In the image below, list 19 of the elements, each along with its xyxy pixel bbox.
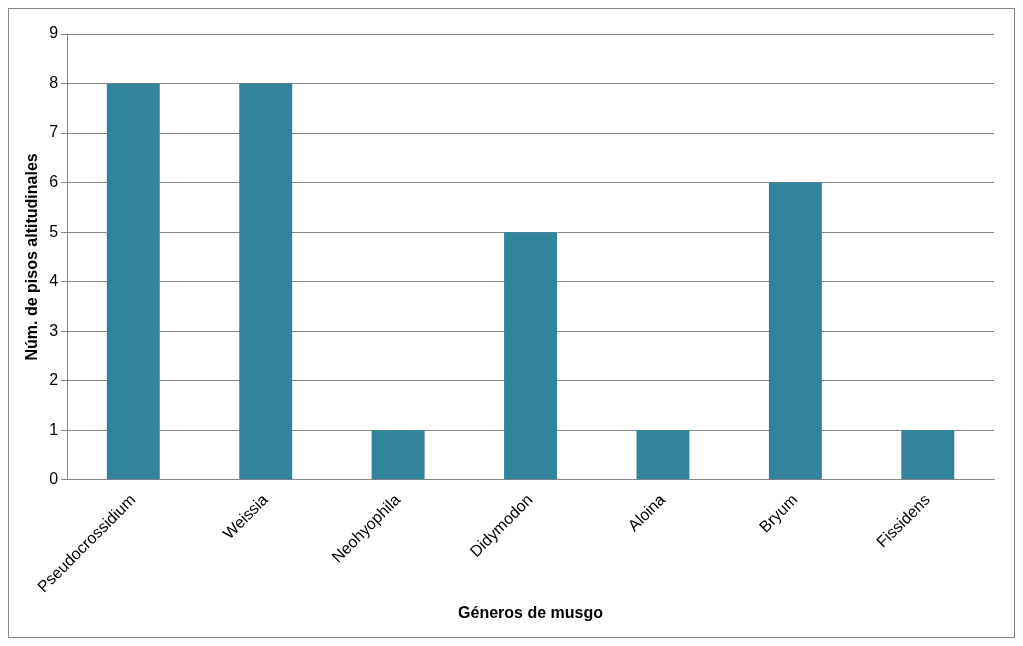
bar [768, 182, 822, 480]
y-tick-label: 2 [49, 371, 59, 389]
y-tick-label: 8 [49, 73, 59, 91]
x-axis-title: Géneros de musgo [458, 603, 604, 621]
y-tick-label: 7 [49, 123, 59, 141]
y-tick-label: 6 [49, 173, 59, 190]
y-axis-title: Núm. de pisos altitudinales [23, 153, 41, 361]
y-tick-label: 1 [49, 420, 59, 438]
y-tick-label: 0 [49, 470, 59, 488]
bar [371, 430, 425, 480]
bar [504, 232, 558, 480]
bar [239, 83, 293, 480]
y-tick-label: 9 [49, 24, 59, 42]
y-tick-label: 5 [49, 222, 59, 240]
bar [106, 83, 160, 480]
y-tick-label: 4 [49, 272, 59, 290]
y-tick-label: 3 [49, 321, 59, 339]
bar [636, 430, 690, 480]
bar [901, 430, 955, 480]
